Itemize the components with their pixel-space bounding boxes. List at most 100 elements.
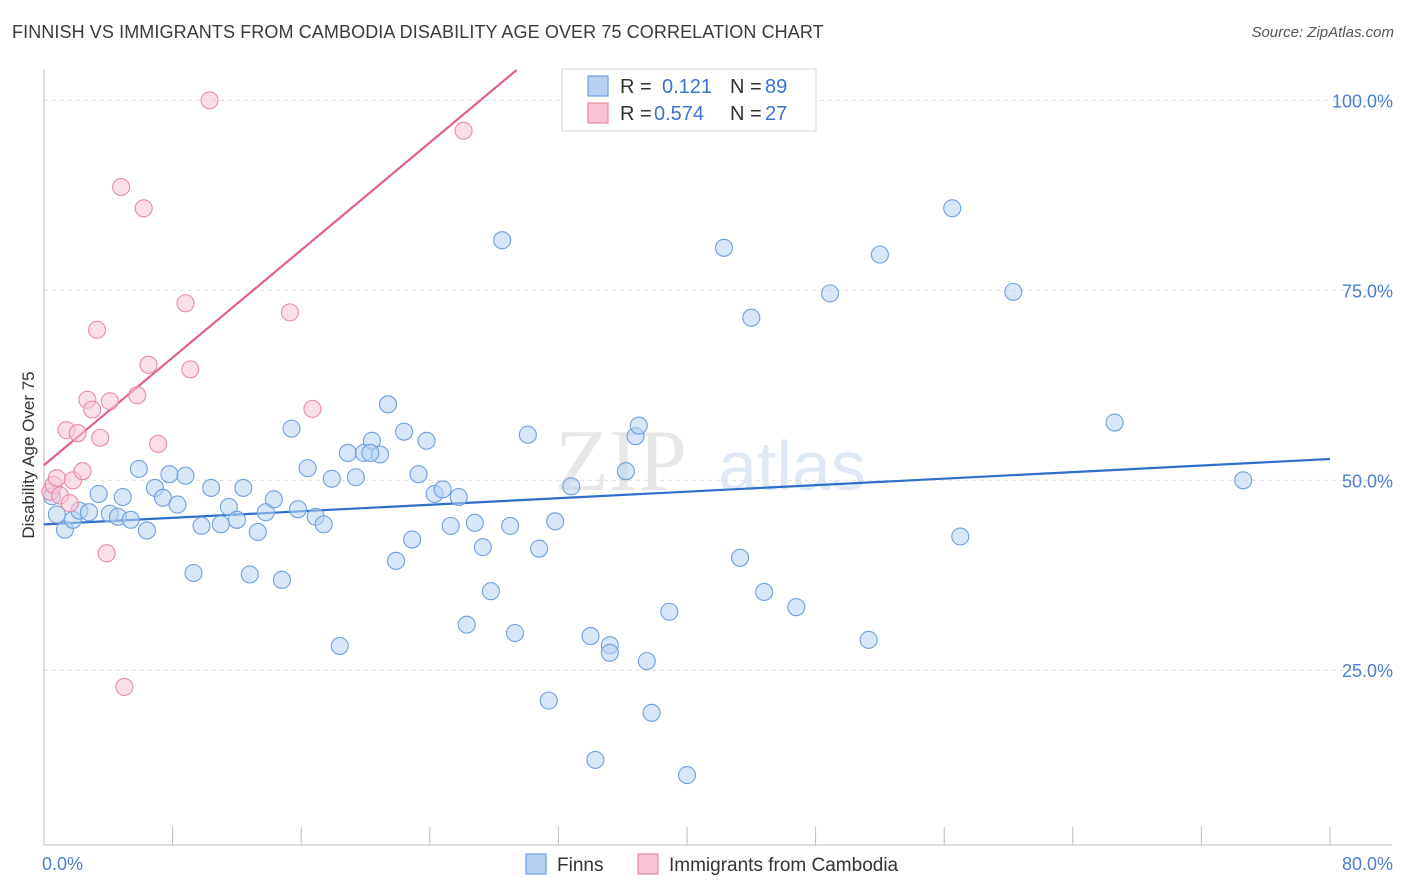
y-tick-label-1: 50.0% bbox=[1342, 471, 1393, 491]
cambodia-point-20 bbox=[149, 434, 168, 453]
cambodia-point-10 bbox=[83, 400, 102, 419]
legend-n-value-finns: 89 bbox=[765, 76, 787, 98]
y-tick-label-3: 100.0% bbox=[1332, 91, 1393, 111]
finns-point-79 bbox=[821, 284, 840, 303]
watermark-atlas: atlas bbox=[718, 427, 866, 505]
finns-point-13 bbox=[153, 488, 173, 507]
finns-point-23 bbox=[234, 478, 253, 497]
cambodia-point-21 bbox=[176, 294, 195, 313]
finns-point-58 bbox=[518, 425, 537, 444]
cambodia-point-15 bbox=[112, 177, 131, 197]
finns-point-35 bbox=[330, 636, 349, 655]
finns-point-4 bbox=[79, 503, 99, 522]
bottom-legend-label-cambodia: Immigrants from Cambodia bbox=[669, 855, 899, 876]
finns-point-74 bbox=[714, 238, 734, 257]
finns-point-34 bbox=[322, 469, 341, 488]
finns-point-21 bbox=[219, 497, 238, 516]
finns-point-5 bbox=[89, 484, 108, 504]
trend-lines bbox=[43, 69, 1331, 526]
finns-point-19 bbox=[202, 478, 221, 497]
finns-point-86 bbox=[1234, 471, 1253, 490]
cambodia-trend-line bbox=[43, 69, 518, 466]
cambodia-point-14 bbox=[100, 392, 119, 411]
cambodia-point-25 bbox=[303, 399, 322, 418]
finns-point-8 bbox=[113, 487, 132, 507]
finns-point-25 bbox=[248, 522, 267, 542]
y-tick-labels: 25.0% 50.0% 75.0% 100.0% bbox=[1332, 91, 1393, 681]
finns-point-81 bbox=[870, 245, 889, 264]
legend-r-label-finns: R = bbox=[620, 76, 652, 98]
y-tick-label-0: 25.0% bbox=[1342, 661, 1393, 681]
finns-point-14 bbox=[160, 465, 179, 484]
finns-point-49 bbox=[441, 516, 460, 535]
finns-point-60 bbox=[539, 691, 558, 710]
finns-point-37 bbox=[346, 468, 365, 487]
finns-point-33 bbox=[314, 515, 333, 534]
finns-point-85 bbox=[1105, 413, 1124, 432]
bottom-legend-label-finns: Finns bbox=[557, 855, 603, 876]
finns-point-52 bbox=[465, 513, 484, 532]
finns-point-61 bbox=[546, 512, 565, 531]
cambodia-point-26 bbox=[454, 121, 473, 140]
cambodia-point-11 bbox=[87, 320, 107, 339]
finns-point-30 bbox=[288, 500, 308, 519]
finns-point-28 bbox=[272, 570, 291, 589]
finns-point-16 bbox=[176, 466, 195, 485]
x-tick-label-0: 0.0% bbox=[42, 854, 83, 874]
x-tick-labels: 0.0% 80.0% bbox=[42, 854, 1393, 874]
finns-point-54 bbox=[481, 582, 500, 601]
finns-point-0 bbox=[47, 505, 66, 524]
finns-point-80 bbox=[859, 630, 878, 649]
legend-r-value-cambodia: 0.574 bbox=[654, 103, 704, 125]
finns-point-77 bbox=[755, 582, 774, 602]
cambodia-point-17 bbox=[128, 386, 147, 405]
finns-point-84 bbox=[1004, 282, 1023, 301]
finns-point-82 bbox=[943, 199, 962, 218]
finns-point-36 bbox=[338, 443, 357, 462]
legend-n-label-cambodia: N = bbox=[730, 103, 762, 125]
legend-n-value-cambodia: 27 bbox=[765, 103, 787, 125]
finns-point-31 bbox=[298, 459, 317, 478]
finns-point-20 bbox=[211, 515, 230, 534]
finns-point-59 bbox=[530, 539, 549, 558]
finns-point-29 bbox=[282, 419, 301, 438]
legend-swatch-finns bbox=[587, 75, 609, 97]
cambodia-point-12 bbox=[91, 428, 110, 447]
legend-r-value-finns: 0.121 bbox=[662, 76, 712, 98]
finns-points bbox=[42, 199, 1253, 785]
finns-point-56 bbox=[501, 516, 520, 535]
finns-point-27 bbox=[264, 490, 283, 509]
finns-point-64 bbox=[586, 750, 605, 769]
y-tick-label-2: 75.0% bbox=[1342, 281, 1393, 301]
finns-point-73 bbox=[677, 766, 697, 785]
finns-point-57 bbox=[505, 623, 525, 643]
correlation-legend: R = 0.121 N = 89 R = 0.574 N = 27 bbox=[561, 68, 817, 132]
finns-point-75 bbox=[730, 548, 750, 567]
finns-point-41 bbox=[378, 395, 398, 414]
legend-r-label-cambodia: R = bbox=[620, 103, 652, 125]
chart-title: FINNISH VS IMMIGRANTS FROM CAMBODIA DISA… bbox=[12, 22, 824, 42]
finns-point-11 bbox=[137, 521, 156, 540]
bottom-legend-swatch-finns bbox=[525, 853, 547, 875]
grid-lines bbox=[44, 99, 1392, 671]
finns-point-22 bbox=[227, 510, 246, 529]
cambodia-point-5 bbox=[60, 494, 79, 513]
cambodia-point-18 bbox=[134, 199, 153, 218]
cambodia-point-13 bbox=[97, 544, 116, 563]
cambodia-point-2 bbox=[47, 468, 66, 488]
finns-point-43 bbox=[395, 422, 414, 441]
finns-point-72 bbox=[660, 602, 679, 621]
finns-point-70 bbox=[637, 652, 656, 671]
finns-point-88 bbox=[361, 443, 380, 462]
finns-point-26 bbox=[256, 503, 275, 522]
finns-point-18 bbox=[192, 516, 211, 535]
finns-point-67 bbox=[616, 462, 635, 481]
finns-point-10 bbox=[129, 459, 148, 478]
finns-point-66 bbox=[600, 643, 619, 662]
cambodia-point-23 bbox=[200, 91, 219, 110]
cambodia-point-7 bbox=[68, 424, 87, 443]
cambodia-points bbox=[41, 91, 473, 697]
finns-point-78 bbox=[787, 598, 806, 617]
finns-point-46 bbox=[417, 431, 436, 450]
